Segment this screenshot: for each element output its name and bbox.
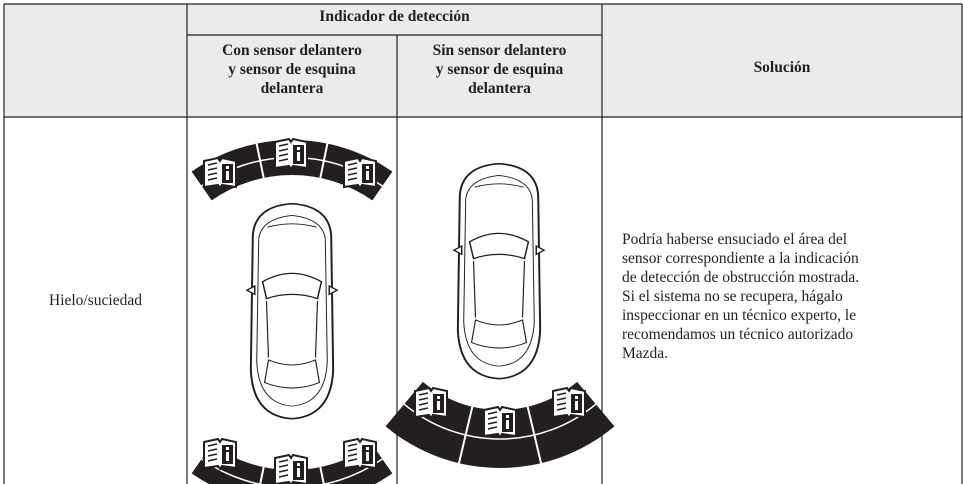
text-line: Sin sensor delantero <box>432 42 567 59</box>
car-icon <box>452 162 546 380</box>
sensor-icon <box>414 387 448 419</box>
sector-arc <box>403 403 597 440</box>
sensor-icon <box>552 387 586 419</box>
sensor-icon <box>483 406 517 438</box>
text-line: Si el sistema no se recupera, hágalo <box>622 288 843 305</box>
condition: Hielo/suciedad <box>49 292 142 309</box>
sector-divider <box>319 466 325 484</box>
column-header: Sin sensor delantero y sensor de esquina d… <box>397 41 602 98</box>
text-line: de detección de obstrucción mostrada. <box>622 269 860 286</box>
text-line: y sensor de esquina <box>228 61 356 78</box>
solution-header: Solución <box>753 59 811 76</box>
sector-arc <box>201 458 383 484</box>
text-line: recomendamos un técnico autorizado <box>622 326 854 343</box>
text-line: delantera <box>260 80 324 97</box>
text-line: delantera <box>468 80 531 97</box>
sensor-icon <box>274 138 308 170</box>
sensor-sector <box>191 140 393 201</box>
header-title: Indicador de detección <box>319 8 470 25</box>
table-borders <box>3 3 963 484</box>
text-line: inspeccionar en un técnico experto, le <box>622 307 857 324</box>
sensor-icon <box>203 438 237 470</box>
sector-divider <box>259 466 265 484</box>
solution-text: Podría haberse ensuciado el área del sens… <box>622 230 962 363</box>
car-icon <box>245 202 339 420</box>
header-background <box>4 4 962 117</box>
sensor-icon <box>274 454 308 484</box>
sensor-icon <box>203 157 237 189</box>
sensor-sector <box>191 444 393 484</box>
text-line: Con sensor delantero <box>222 42 362 59</box>
column-header: Con sensor delantero y sensor de esquina d… <box>187 41 397 98</box>
text-line: Podría haberse ensuciado el área del <box>622 231 848 248</box>
sensor-icon <box>343 438 377 470</box>
text-line: Mazda. <box>622 345 669 362</box>
text-line: sensor correspondiente a la indicación <box>622 250 859 267</box>
text-line: y sensor de esquina <box>435 61 564 78</box>
sensor-icon <box>343 157 377 189</box>
